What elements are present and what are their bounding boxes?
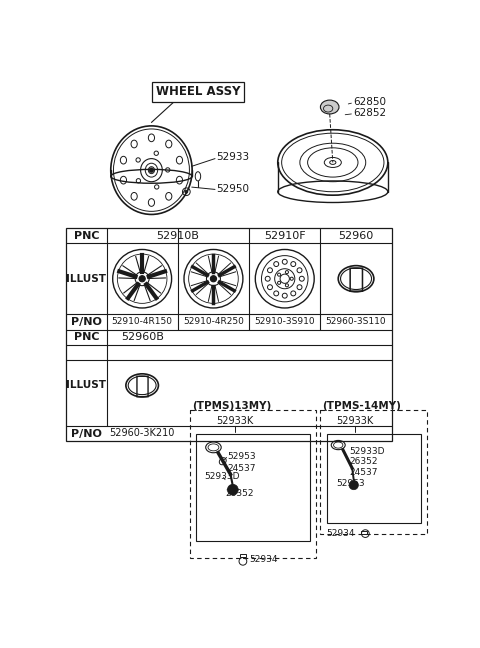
Text: 52933D: 52933D bbox=[204, 472, 240, 481]
Text: PNC: PNC bbox=[73, 332, 99, 342]
Text: 52910-4R150: 52910-4R150 bbox=[112, 318, 173, 327]
Bar bbox=[66, 228, 392, 441]
Text: 52933K: 52933K bbox=[216, 416, 254, 426]
Text: 52910-3S910: 52910-3S910 bbox=[254, 318, 315, 327]
Text: 52933K: 52933K bbox=[336, 416, 374, 426]
Text: 52910-4R250: 52910-4R250 bbox=[183, 318, 244, 327]
Text: Ⓗ: Ⓗ bbox=[348, 265, 364, 293]
Text: 52934: 52934 bbox=[326, 529, 355, 538]
Text: 52960-3K210: 52960-3K210 bbox=[109, 428, 175, 439]
Bar bbox=[240, 553, 246, 557]
Text: 52960-3S110: 52960-3S110 bbox=[326, 318, 386, 327]
Circle shape bbox=[349, 480, 359, 490]
Bar bbox=[321, 410, 427, 533]
Circle shape bbox=[228, 484, 238, 495]
Bar bbox=[360, 531, 367, 533]
Text: 52960B: 52960B bbox=[120, 332, 164, 342]
Circle shape bbox=[139, 275, 145, 282]
Text: Ⓗ: Ⓗ bbox=[135, 373, 150, 397]
Circle shape bbox=[210, 275, 216, 282]
Text: 52950: 52950 bbox=[216, 185, 250, 194]
Text: 62850: 62850 bbox=[353, 97, 386, 108]
Text: 52934: 52934 bbox=[249, 555, 277, 564]
Text: PNC: PNC bbox=[73, 231, 99, 240]
Circle shape bbox=[185, 190, 188, 193]
Bar bbox=[326, 434, 421, 523]
Text: 52910F: 52910F bbox=[264, 231, 306, 240]
Text: 24537: 24537 bbox=[349, 469, 378, 478]
Text: ILLUST: ILLUST bbox=[66, 273, 107, 284]
Text: WHEEL ASSY: WHEEL ASSY bbox=[156, 85, 240, 98]
Text: 52953: 52953 bbox=[336, 479, 365, 488]
Ellipse shape bbox=[321, 100, 339, 114]
Text: ILLUST: ILLUST bbox=[66, 380, 107, 390]
Text: P/NO: P/NO bbox=[71, 317, 102, 327]
Text: 62852: 62852 bbox=[353, 108, 386, 118]
Text: P/NO: P/NO bbox=[71, 428, 102, 439]
Text: 26352: 26352 bbox=[349, 457, 378, 467]
Text: 52953: 52953 bbox=[228, 452, 256, 461]
Bar bbox=[196, 434, 310, 541]
Text: 52933: 52933 bbox=[216, 152, 250, 162]
Text: (TPMS-14MY): (TPMS-14MY) bbox=[322, 400, 401, 411]
Bar bbox=[190, 410, 316, 558]
Text: 52910B: 52910B bbox=[156, 231, 199, 240]
Text: (TPMS)13MY): (TPMS)13MY) bbox=[192, 400, 271, 411]
Text: 52933D: 52933D bbox=[349, 446, 384, 456]
Circle shape bbox=[149, 168, 154, 172]
Text: 26352: 26352 bbox=[225, 489, 253, 498]
Text: 52960: 52960 bbox=[338, 231, 373, 240]
Text: 24537: 24537 bbox=[228, 465, 256, 474]
